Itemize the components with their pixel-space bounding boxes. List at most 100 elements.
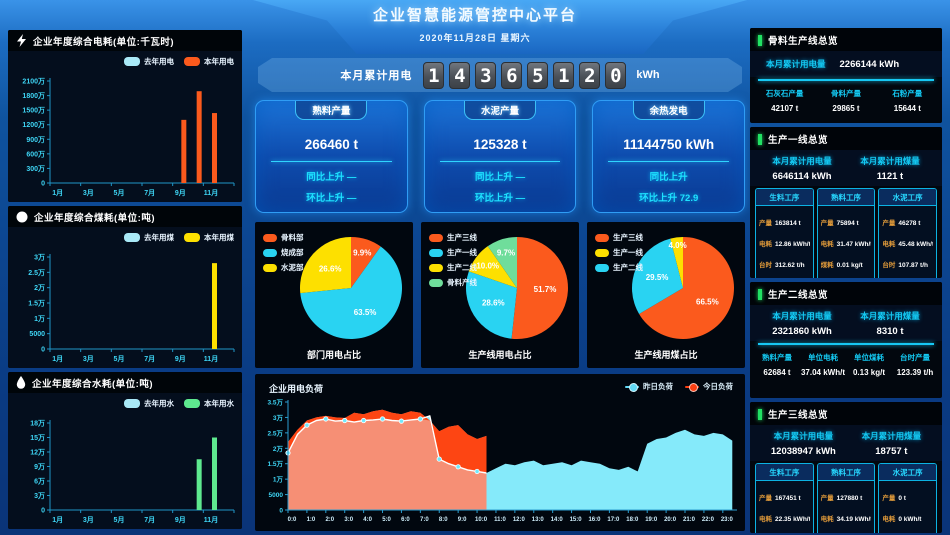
- process-row-value: 45.48 kWh/t: [898, 241, 934, 248]
- stat-card-title: 水泥产量: [463, 101, 537, 120]
- process-row: 电耗 31.47 kWh/t: [821, 233, 872, 251]
- process-section-body: 产量 46278 t 电耗 45.48 kWh/t 台时 107.87 t/h: [879, 206, 936, 276]
- legend-label: 本年用水: [204, 399, 234, 408]
- stat-value: 15644 t: [893, 104, 921, 113]
- process-row-value: 34.19 kWh/t: [836, 516, 872, 523]
- svg-text:1万: 1万: [34, 315, 45, 323]
- divider: [439, 161, 561, 162]
- legend-item[interactable]: 昨日负荷: [625, 381, 673, 392]
- process-row: 台时127.13 t/h: [821, 275, 872, 278]
- annual-water-chart: 0 3万 6万 9万 12万 15万 18万 1月 3月 5月 7月 9月 11月: [30, 420, 235, 524]
- divider: [758, 343, 934, 345]
- legend-label: 生产三线: [447, 233, 477, 242]
- svg-text:3万: 3万: [273, 414, 284, 422]
- process-row: 产量 127880 t: [821, 487, 872, 505]
- counter-digit: 5: [527, 62, 548, 89]
- load-chart-legend: 昨日负荷 今日负荷: [625, 381, 733, 392]
- legend-annual-electricity: 去年用电 本年用电: [124, 56, 234, 67]
- stat-card-yoy: 同比上升: [649, 172, 688, 183]
- legend-item[interactable]: 本年用电: [184, 56, 234, 67]
- stat-label: 本月累计用煤量: [860, 156, 920, 166]
- legend-item[interactable]: 去年用电: [124, 56, 174, 67]
- stat-value: 29865 t: [832, 104, 860, 113]
- legend-item[interactable]: 生产三线: [595, 232, 643, 243]
- green-bar-icon: [758, 288, 762, 300]
- legend-item[interactable]: 本年用煤: [184, 232, 234, 243]
- legend-annual-water: 去年用水 本年用水: [124, 398, 234, 409]
- enterprise-load-area-chart: 0 5000 1万 1.5万 2万 2.5万 3万 3.5万 0:0 1:0 2:0 3:0 4:0 5:…: [267, 399, 737, 523]
- load-chart-title: 企业用电负荷: [269, 384, 324, 394]
- panel-pie-line-coal: 生产三线 生产一线 生产二线 66.5% 29.5% 4.0% 生产线用煤占比: [587, 222, 745, 368]
- process-section-title: 生料工序: [756, 189, 813, 206]
- process-section-body: 产量 163814 t 电耗 12.86 kWh/t 台时 312.62 t/h: [756, 206, 813, 276]
- process-row-value: 0 kWh/t: [898, 516, 922, 523]
- legend-item[interactable]: 生产一线: [429, 247, 477, 258]
- svg-text:11月: 11月: [204, 189, 218, 197]
- stat-label: 单位电耗: [808, 353, 838, 362]
- process-row-label: 产量: [882, 220, 896, 227]
- legend-item[interactable]: 生产一线: [595, 247, 643, 258]
- legend-item[interactable]: 去年用煤: [124, 232, 174, 243]
- process-section-title: 熟料工序: [817, 189, 875, 206]
- svg-text:21:0: 21:0: [683, 517, 696, 523]
- panel-annual-electricity: 企业年度综合电耗(单位:千瓦时) 去年用电 本年用电 0 300万 600万 900万 1…: [8, 30, 242, 202]
- legend-label: 生产一线: [613, 248, 643, 257]
- svg-text:4:0: 4:0: [363, 517, 372, 523]
- legend-label: 本年用电: [204, 57, 234, 66]
- legend-item[interactable]: 生产三线: [429, 232, 477, 243]
- svg-text:26.6%: 26.6%: [319, 265, 342, 274]
- process-row: 产量 167451 t: [759, 487, 810, 505]
- svg-text:3万: 3万: [34, 254, 45, 262]
- svg-text:1万: 1万: [273, 476, 284, 484]
- svg-text:5000: 5000: [269, 492, 284, 499]
- legend-item[interactable]: 今日负荷: [685, 381, 733, 392]
- process-row-value: 12.86 kWh/t: [775, 241, 810, 248]
- legend-swatch: [595, 233, 609, 242]
- divider: [608, 161, 730, 162]
- svg-text:18:0: 18:0: [626, 517, 639, 523]
- svg-text:1月: 1月: [52, 516, 63, 524]
- legend-item[interactable]: 骨料产线: [429, 277, 477, 288]
- panel-pie-department-electricity: 骨料部 烧成部 水泥部 9.9% 63.5% 26.6% 部门用电占比: [255, 222, 413, 368]
- stat-value: 123.39 t/h: [896, 368, 934, 377]
- right-panel-title: 生产二线总览: [768, 290, 829, 301]
- legend-swatch: [595, 263, 609, 272]
- svg-text:3.5万: 3.5万: [267, 399, 283, 407]
- pie-title: 部门用电占比: [306, 350, 361, 360]
- legend-item[interactable]: 生产二线: [595, 262, 643, 273]
- stat-card-title: 熟料产量: [295, 101, 368, 120]
- svg-text:16:0: 16:0: [588, 517, 601, 523]
- legend-item[interactable]: 水泥部: [263, 262, 304, 273]
- legend-item[interactable]: 烧成部: [263, 247, 304, 258]
- legend-label: 去年用煤: [144, 233, 174, 242]
- legend-item[interactable]: 生产二线: [429, 262, 477, 273]
- panel-production-line3-overview: 生产三线总览 本月累计用电量 12038947 kWh 本月累计用煤量 18757 t 生…: [750, 402, 942, 533]
- stat-value: 37.04 kWh/t: [800, 368, 845, 377]
- process-row: 电耗 0 kWh/t: [882, 508, 933, 526]
- process-row-value: 312.62 t/h: [775, 262, 805, 269]
- stat: 本月累计用煤量 18757 t: [862, 430, 922, 457]
- legend-item[interactable]: 本年用水: [184, 398, 234, 409]
- process-row-label: 产量: [820, 220, 834, 227]
- svg-text:2100万: 2100万: [22, 78, 45, 86]
- process-row-label: 产量: [759, 495, 772, 502]
- process-row-value: 46278 t: [898, 220, 921, 227]
- stat: 本月累计用电量 2321860 kWh: [772, 310, 832, 337]
- legend-item[interactable]: 去年用水: [124, 398, 174, 409]
- svg-text:15万: 15万: [30, 434, 45, 442]
- svg-text:1:0: 1:0: [307, 517, 316, 523]
- line-coal-pie-chart: 66.5% 29.5% 4.0%: [631, 237, 734, 339]
- svg-text:10:0: 10:0: [475, 517, 488, 523]
- process-row-label: 电耗: [820, 241, 834, 248]
- legend-label: 去年用水: [144, 399, 174, 408]
- legend-item[interactable]: 骨料部: [263, 232, 304, 243]
- process-section-title: 水泥工序: [879, 464, 937, 481]
- stat: 本月累计用电量 2266144 kWh: [766, 58, 899, 70]
- process-row: 煤耗0.15 kg/t: [821, 529, 872, 533]
- counter-digit: 3: [475, 62, 496, 89]
- process-section-title: 熟料工序: [817, 464, 875, 481]
- monthly-stats: 本月累计用电量 2266144 kWh: [750, 51, 942, 77]
- svg-text:3万: 3万: [34, 492, 45, 500]
